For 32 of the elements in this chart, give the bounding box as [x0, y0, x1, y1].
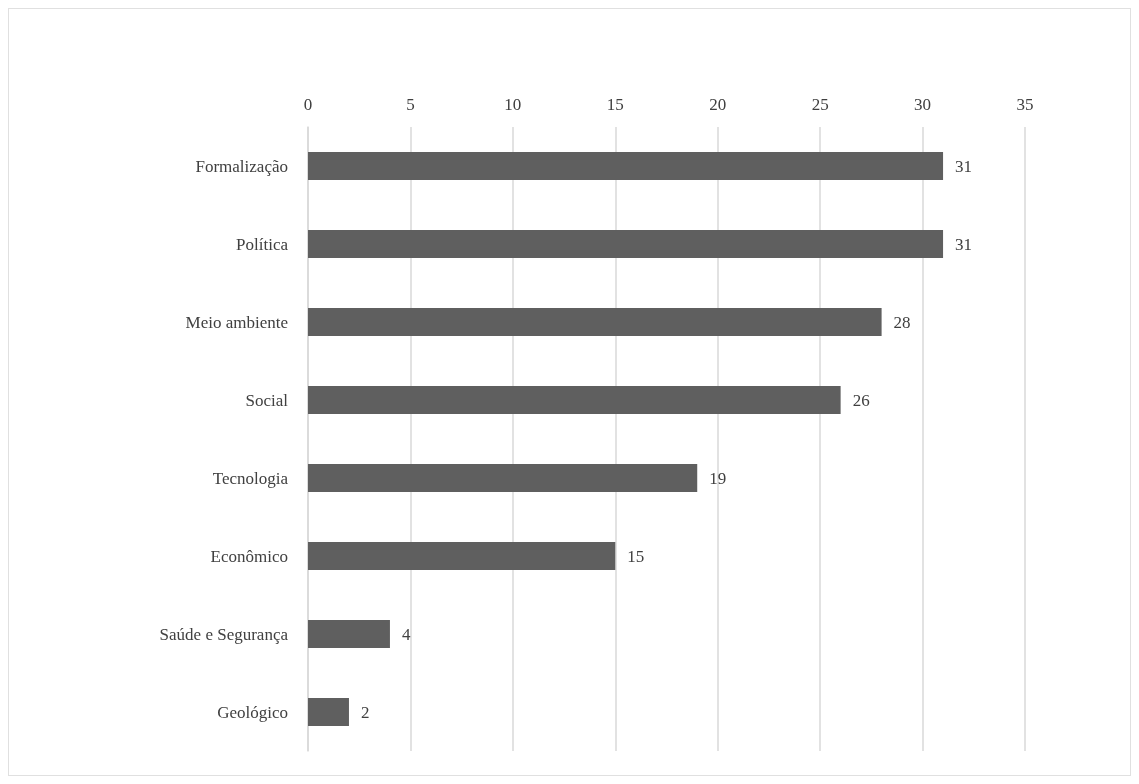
- data-label: 28: [893, 312, 911, 332]
- bar: [308, 308, 882, 336]
- y-tick-label: Política: [236, 234, 289, 254]
- x-tick-label: 35: [1016, 95, 1034, 114]
- x-tick-label: 10: [504, 95, 522, 114]
- bar: [308, 152, 944, 180]
- data-label: 31: [955, 234, 973, 254]
- y-tick-label: Formalização: [195, 156, 288, 176]
- x-tick-label: 15: [606, 95, 624, 114]
- data-label: 19: [709, 468, 727, 488]
- bar: [308, 542, 616, 570]
- y-tick-label: Tecnologia: [212, 468, 289, 488]
- bar: [308, 620, 390, 648]
- y-tick-label: Social: [245, 390, 289, 410]
- data-label: 15: [627, 546, 645, 566]
- x-tick-label: 5: [406, 95, 415, 114]
- data-label: 31: [955, 156, 973, 176]
- x-tick-label: 0: [303, 95, 313, 114]
- y-tick-label: Meio ambiente: [185, 312, 288, 332]
- data-label: 4: [401, 624, 411, 644]
- bar: [308, 464, 698, 492]
- bar: [308, 386, 841, 414]
- x-tick-label: 25: [811, 95, 829, 114]
- data-label: 2: [360, 702, 370, 722]
- bar: [308, 230, 944, 258]
- x-tick-label: 30: [914, 95, 932, 114]
- y-tick-label: Geológico: [217, 702, 288, 722]
- y-tick-label: Econômico: [210, 546, 288, 566]
- data-label: 26: [852, 390, 870, 410]
- y-tick-label: Saúde e Segurança: [159, 624, 289, 644]
- bar: [308, 698, 349, 726]
- x-tick-label: 20: [709, 95, 727, 114]
